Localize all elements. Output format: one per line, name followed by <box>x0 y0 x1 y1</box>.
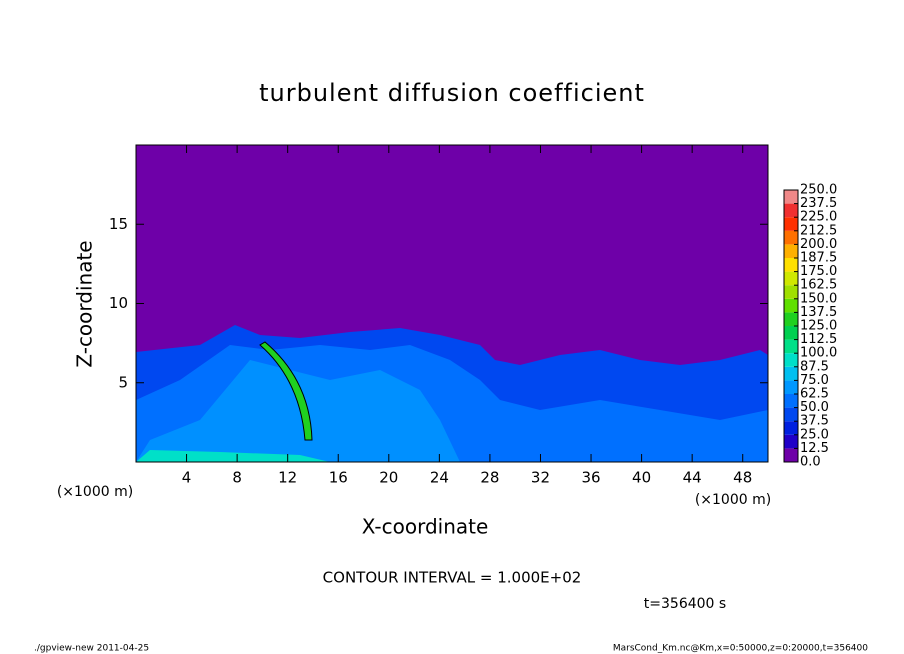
colorbar-label: 75.0 <box>800 373 829 388</box>
x-unit-label: (×1000 m) <box>695 492 771 508</box>
footer-left: ./gpview-new 2011-04-25 <box>34 644 149 654</box>
colorbar-bin <box>784 244 798 258</box>
colorbar-bin <box>784 298 798 313</box>
x-tick-label: 28 <box>480 469 499 487</box>
colorbar-label: 87.5 <box>800 359 829 374</box>
colorbar-bin <box>784 285 798 299</box>
colorbar-bin <box>784 217 798 231</box>
colorbar-bin <box>784 434 798 449</box>
x-tick-label: 36 <box>581 469 600 487</box>
field-feature <box>259 341 313 441</box>
footer-right: MarsCond_Km.nc@Km,x=0:50000,z=0:20000,t=… <box>613 644 868 654</box>
colorbar-label: 37.5 <box>800 414 829 429</box>
time-label: t=356400 s <box>644 596 726 612</box>
colorbar-bin <box>784 258 798 272</box>
y-tick-label: 5 <box>118 373 128 391</box>
y-tick-label: 15 <box>109 215 128 233</box>
x-tick-label: 20 <box>379 469 398 487</box>
field-feature <box>136 450 330 462</box>
colorbar-bin <box>784 312 798 326</box>
colorbar-label: 0.0 <box>800 455 821 470</box>
x-tick-label: 48 <box>733 469 752 487</box>
colorbar-bin <box>784 339 798 354</box>
y-tick-label: 10 <box>109 294 128 312</box>
colorbar-bin <box>784 230 798 245</box>
colorbar-label: 212.5 <box>800 223 837 238</box>
colorbar-label: 225.0 <box>800 210 837 225</box>
contour-note: CONTOUR INTERVAL = 1.000E+02 <box>323 569 582 587</box>
x-tick-label: 4 <box>182 469 192 487</box>
colorbar-bin <box>784 203 798 218</box>
colorbar-bin <box>784 380 798 394</box>
x-axis-label: X-coordinate <box>362 515 489 539</box>
colorbar-bin <box>784 394 798 408</box>
colorbar-label: 25.0 <box>800 427 829 442</box>
x-tick-label: 40 <box>632 469 651 487</box>
colorbar-bin <box>784 271 798 286</box>
colorbar-label: 175.0 <box>800 264 837 279</box>
colorbar-label: 187.5 <box>800 251 837 266</box>
colorbar-label: 12.5 <box>800 441 829 456</box>
x-tick-label: 16 <box>329 469 348 487</box>
x-tick-label: 8 <box>232 469 242 487</box>
x-tick-label: 24 <box>430 469 449 487</box>
x-tick-label: 44 <box>683 469 702 487</box>
y-unit-label: (×1000 m) <box>57 484 133 500</box>
field <box>136 145 768 462</box>
colorbar-bin <box>784 353 798 367</box>
colorbar-bin <box>784 366 798 381</box>
x-tick-label: 12 <box>278 469 297 487</box>
colorbar-bin <box>784 448 798 462</box>
colorbar-bin <box>784 190 798 204</box>
colorbar-label: 250.0 <box>800 183 837 198</box>
colorbar-bin <box>784 326 798 340</box>
colorbar-label: 62.5 <box>800 387 829 402</box>
chart-title: turbulent diffusion coefficient <box>259 79 645 107</box>
colorbar-label: 100.0 <box>800 346 837 361</box>
y-axis-label: Z-coordinate <box>73 240 97 367</box>
colorbar-label: 137.5 <box>800 305 837 320</box>
colorbar-label: 112.5 <box>800 332 837 347</box>
colorbar-label: 237.5 <box>800 196 837 211</box>
field-layer <box>136 360 460 462</box>
colorbar-label: 125.0 <box>800 319 837 334</box>
colorbar-label: 200.0 <box>800 237 837 252</box>
x-tick-label: 32 <box>531 469 550 487</box>
colorbar-label: 150.0 <box>800 291 837 306</box>
colorbar-bin <box>784 421 798 435</box>
colorbar-bin <box>784 407 798 422</box>
colorbar-label: 50.0 <box>800 400 829 415</box>
colorbar-label: 162.5 <box>800 278 837 293</box>
